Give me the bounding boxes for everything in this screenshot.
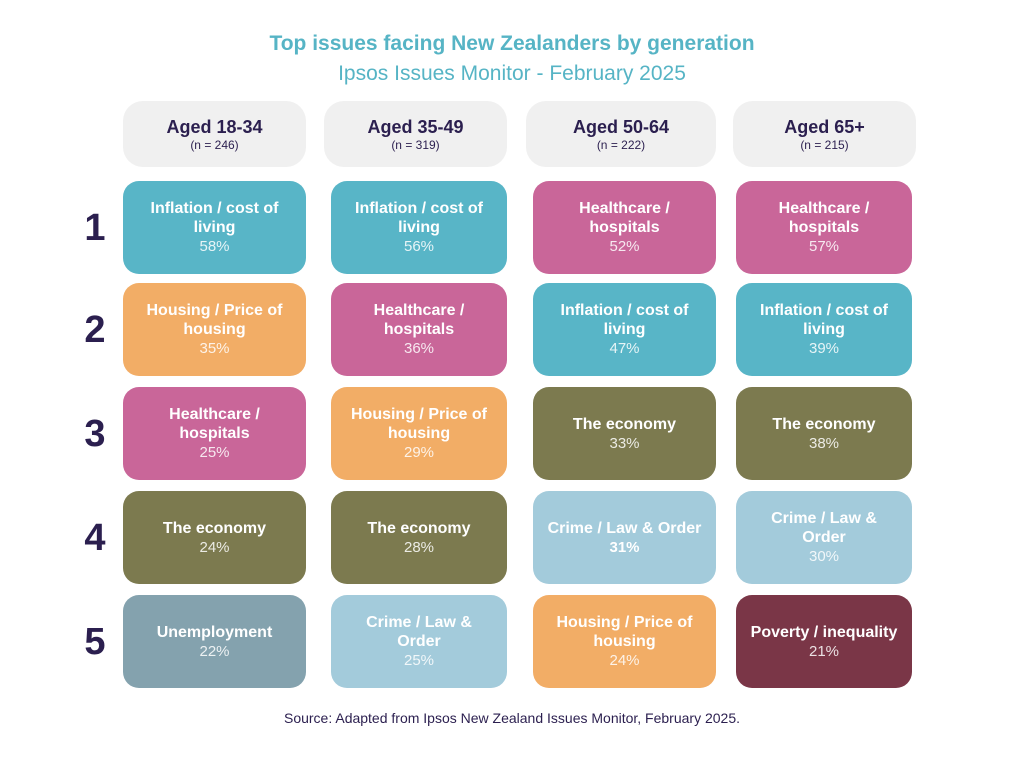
issue-cell: Healthcare / hospitals 52%	[533, 181, 716, 274]
rank-number-2: 2	[84, 308, 106, 351]
issue-cell: Crime / Law & Order 31%	[533, 491, 716, 584]
issue-label: The economy	[367, 519, 471, 537]
issue-label: Inflation / cost of living	[355, 200, 483, 236]
issue-cell: The economy 33%	[533, 387, 716, 480]
source-note: Source: Adapted from Ipsos New Zealand I…	[283, 710, 741, 726]
issue-label: Crime / Law & Order	[366, 614, 472, 650]
column-header-label: Aged 18-34	[166, 116, 263, 137]
issue-percentage: 21%	[808, 642, 840, 660]
chart-subtitle: Ipsos Issues Monitor - February 2025	[338, 62, 686, 85]
rank-number-3: 3	[84, 412, 106, 455]
issue-label: Crime / Law & Order	[547, 519, 702, 537]
column-header-sample-size: (n = 246)	[190, 137, 239, 152]
issue-percentage: 52%	[609, 238, 640, 255]
issue-label: Unemployment	[156, 623, 273, 641]
issue-percentage: 36%	[403, 340, 435, 357]
issue-cell: Healthcare / hospitals 57%	[736, 181, 912, 274]
column-header-label: Aged 50-64	[572, 116, 670, 137]
issue-percentage: 22%	[199, 642, 230, 660]
issue-label: Poverty / inequality	[750, 623, 898, 641]
issue-percentage: 35%	[199, 340, 230, 357]
column-header-label: Aged 65+	[784, 116, 865, 137]
issue-percentage: 31%	[609, 538, 640, 556]
issue-percentage: 38%	[808, 434, 840, 452]
column-header-2: Aged 35-49 (n = 319)	[324, 101, 507, 167]
issue-label: The economy	[162, 519, 267, 537]
issue-percentage: 24%	[609, 652, 640, 669]
issue-percentage: 58%	[199, 238, 230, 255]
issue-percentage: 56%	[403, 238, 435, 255]
issue-cell: Poverty / inequality 21%	[736, 595, 912, 688]
issue-label: Crime / Law & Order	[771, 510, 877, 546]
issue-label: Housing / Price of housing	[146, 302, 283, 338]
issue-cell: Housing / Price of housing 24%	[533, 595, 716, 688]
rank-number-5: 5	[84, 620, 106, 663]
issue-cell: The economy 38%	[736, 387, 912, 480]
issue-cell: Housing / Price of housing 35%	[123, 283, 306, 376]
chart-title: Top issues facing New Zealanders by gene…	[269, 32, 755, 55]
issue-label: The economy	[772, 415, 876, 433]
issue-percentage: 33%	[609, 434, 640, 452]
issue-cell: The economy 24%	[123, 491, 306, 584]
issue-percentage: 25%	[199, 444, 230, 461]
issue-percentage: 28%	[403, 538, 435, 556]
issue-cell: The economy 28%	[331, 491, 507, 584]
issue-cell: Inflation / cost of living 56%	[331, 181, 507, 274]
issue-cell: Healthcare / hospitals 25%	[123, 387, 306, 480]
issue-cell: Crime / Law & Order 30%	[736, 491, 912, 584]
issue-cell: Inflation / cost of living 47%	[533, 283, 716, 376]
issue-label: Healthcare / hospitals	[373, 302, 465, 338]
issue-cell: Crime / Law & Order 25%	[331, 595, 507, 688]
rank-number-4: 4	[84, 516, 106, 559]
issue-label: Inflation / cost of living	[560, 302, 689, 338]
column-header-4: Aged 65+ (n = 215)	[733, 101, 916, 167]
issue-label: Healthcare / hospitals	[579, 200, 670, 236]
column-header-1: Aged 18-34 (n = 246)	[123, 101, 306, 167]
issue-percentage: 24%	[199, 538, 230, 556]
column-header-label: Aged 35-49	[367, 116, 464, 137]
column-header-sample-size: (n = 215)	[800, 137, 849, 152]
issue-cell: Healthcare / hospitals 36%	[331, 283, 507, 376]
issue-label: Healthcare / hospitals	[169, 406, 260, 442]
issue-percentage: 57%	[808, 238, 840, 255]
issue-label: The economy	[572, 415, 677, 433]
rank-number-1: 1	[84, 206, 106, 249]
issue-label: Inflation / cost of living	[760, 302, 888, 338]
column-header-3: Aged 50-64 (n = 222)	[526, 101, 716, 167]
issue-cell: Inflation / cost of living 58%	[123, 181, 306, 274]
column-header-sample-size: (n = 222)	[596, 137, 646, 152]
column-header-sample-size: (n = 319)	[391, 137, 440, 152]
issue-label: Healthcare / hospitals	[778, 200, 870, 236]
issue-cell: Housing / Price of housing 29%	[331, 387, 507, 480]
issue-label: Housing / Price of housing	[350, 406, 487, 442]
issue-cell: Unemployment 22%	[123, 595, 306, 688]
issue-percentage: 30%	[808, 548, 840, 565]
issue-label: Inflation / cost of living	[150, 200, 279, 236]
issue-label: Housing / Price of housing	[556, 614, 693, 650]
issue-percentage: 39%	[808, 340, 840, 357]
issue-percentage: 29%	[403, 444, 435, 461]
issue-percentage: 47%	[609, 340, 640, 357]
issue-percentage: 25%	[403, 652, 435, 669]
issue-cell: Inflation / cost of living 39%	[736, 283, 912, 376]
